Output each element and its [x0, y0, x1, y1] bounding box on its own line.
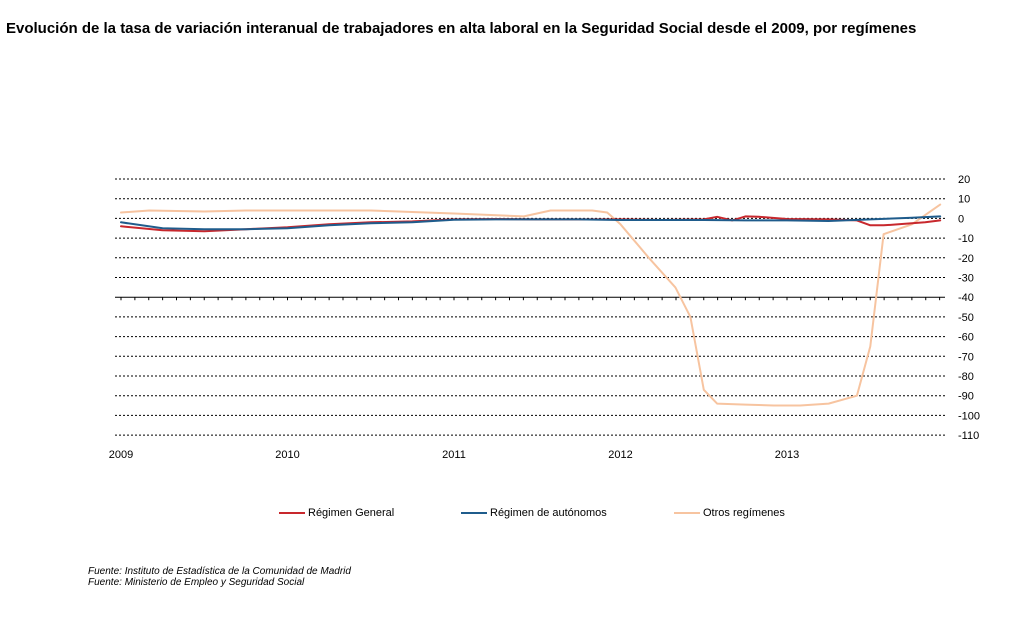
- y-axis: 20 10 0 -10 -20 -30 -40 -50 -60 -70 -80 -90 -100 -110: [958, 174, 980, 442]
- series-line-otros-regimenes: [120, 203, 942, 407]
- y-tick-label: -110: [958, 430, 979, 442]
- legend-item-regimen-autonomos: Régimen de autónomos: [461, 507, 607, 519]
- y-tick-label: -90: [958, 391, 974, 403]
- legend-label-regimen-general: Régimen General: [308, 507, 395, 519]
- source-line-1: Fuente: Instituto de Estadística de la C…: [88, 566, 351, 577]
- y-tick-label: 10: [958, 194, 970, 206]
- y-tick-label: -60: [958, 332, 974, 344]
- source-line-2: Fuente: Ministerio de Empleo y Seguridad…: [88, 577, 305, 588]
- y-tick-label: 20: [958, 174, 970, 186]
- x-tick-label: 2009: [109, 449, 133, 461]
- x-axis: 2009 2010 2011 2012 2013: [109, 297, 941, 461]
- legend-swatch-otros-regimenes: [674, 512, 700, 514]
- gridlines: [115, 178, 945, 436]
- x-tick-label: 2012: [608, 449, 632, 461]
- sources: Fuente: Instituto de Estadística de la C…: [88, 566, 351, 588]
- y-tick-label: -100: [958, 410, 980, 422]
- legend-swatch-regimen-autonomos: [461, 512, 487, 514]
- legend-swatch-regimen-general: [279, 512, 305, 514]
- y-tick-label: -50: [958, 312, 974, 324]
- y-tick-label: -70: [958, 351, 974, 363]
- x-tick-label: 2013: [775, 449, 799, 461]
- series-line-regimen-autonomos: [120, 215, 942, 231]
- y-tick-label: 0: [958, 213, 964, 225]
- y-tick-label: -10: [958, 233, 974, 245]
- legend-label-otros-regimenes: Otros regímenes: [703, 507, 785, 519]
- chart-title: Evolución de la tasa de variación intera…: [6, 20, 917, 37]
- x-tick-label: 2010: [275, 449, 299, 461]
- series-lines: [120, 203, 942, 407]
- legend-item-otros-regimenes: Otros regímenes: [674, 507, 785, 519]
- y-tick-label: -30: [958, 273, 974, 285]
- y-tick-label: -20: [958, 253, 974, 265]
- legend-label-regimen-autonomos: Régimen de autónomos: [490, 507, 607, 519]
- legend-item-regimen-general: Régimen General: [279, 507, 394, 519]
- x-tick-label: 2011: [442, 449, 466, 461]
- y-tick-label: -80: [958, 371, 974, 383]
- legend: Régimen General Régimen de autónomos Otr…: [0, 507, 1030, 527]
- y-tick-label: -40: [958, 292, 974, 304]
